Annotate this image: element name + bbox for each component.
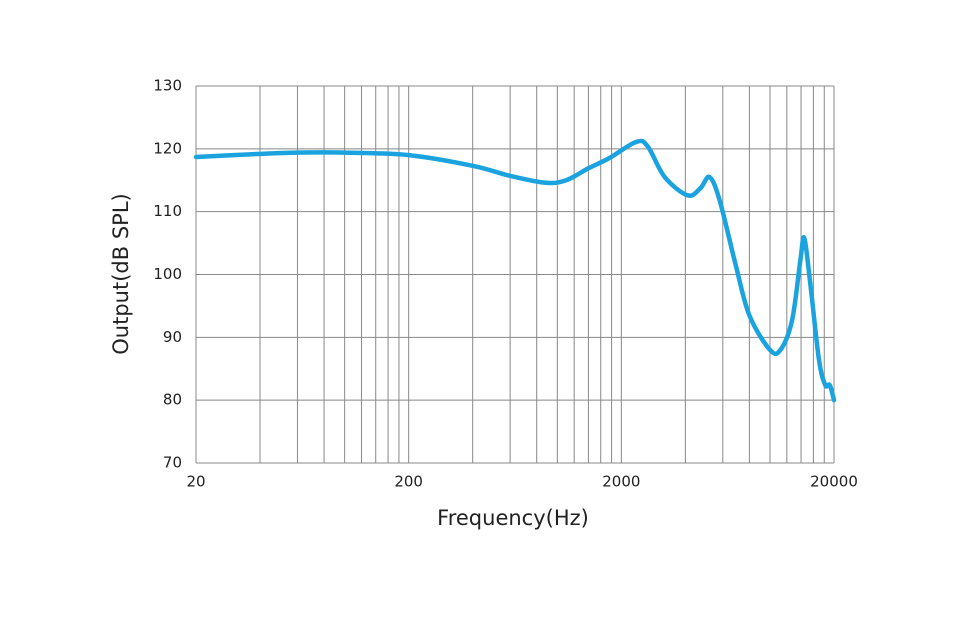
y-tick-label: 110: [153, 202, 182, 220]
y-tick-label: 90: [163, 328, 182, 346]
y-tick-label: 80: [163, 391, 182, 409]
x-axis-title: Frequency(Hz): [437, 506, 589, 530]
x-tick-label: 20000: [810, 473, 858, 491]
x-tick-label: 20: [186, 473, 205, 491]
response-curve: [193, 138, 837, 403]
x-tick-label: 200: [394, 473, 423, 491]
y-tick-label: 130: [153, 77, 182, 95]
y-axis-title: Output(dB SPL): [109, 193, 133, 354]
y-tick-label: 70: [163, 454, 182, 472]
x-tick-label: 2000: [602, 473, 640, 491]
y-tick-label: 100: [153, 265, 182, 283]
y-tick-label: 120: [153, 139, 182, 157]
